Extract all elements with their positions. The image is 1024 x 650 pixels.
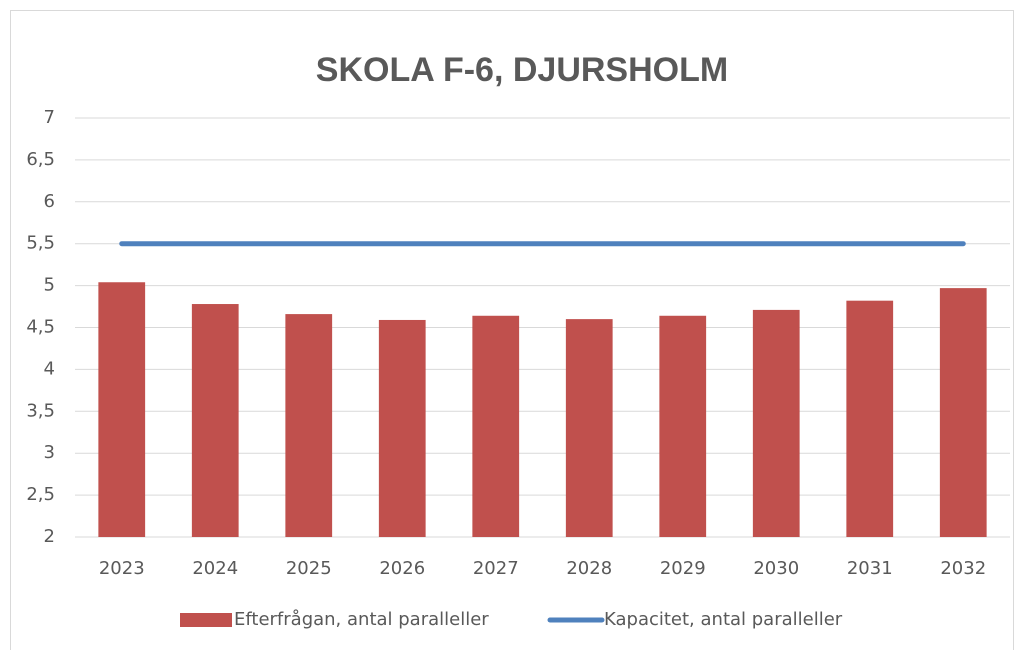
x-tick-label: 2026 [379,558,425,579]
y-tick-label: 3 [44,442,55,463]
bar [191,304,239,537]
bar [846,300,894,537]
x-tick-label: 2030 [753,558,799,579]
bar [98,282,146,537]
x-tick-label: 2023 [99,558,145,579]
x-tick-label: 2032 [940,558,986,579]
y-tick-label: 6 [44,191,55,212]
x-tick-label: 2029 [660,558,706,579]
chart-title: SKOLA F-6, DJURSHOLM [316,51,728,89]
bar [472,315,520,537]
y-tick-label: 6,5 [26,149,55,170]
y-tick-label: 5 [44,275,55,296]
x-tick-label: 2025 [286,558,332,579]
x-tick-label: 2027 [473,558,519,579]
bar [939,288,987,537]
bar [659,315,707,537]
legend-swatch [180,613,232,627]
bar [378,319,426,537]
bar [752,309,800,537]
y-tick-label: 2,5 [26,484,55,505]
x-tick-label: 2031 [847,558,893,579]
legend-label: Efterfrågan, antal paralleller [234,609,489,630]
x-tick-label: 2024 [192,558,238,579]
y-tick-label: 2 [44,526,55,547]
x-tick-label: 2028 [566,558,612,579]
y-tick-label: 7 [44,107,55,128]
y-tick-label: 4,5 [26,317,55,338]
bar [285,314,333,537]
legend-label: Kapacitet, antal paralleller [604,609,843,630]
y-tick-label: 5,5 [26,233,55,254]
bar [565,319,613,537]
y-tick-label: 4 [44,358,55,379]
y-tick-label: 3,5 [26,400,55,421]
